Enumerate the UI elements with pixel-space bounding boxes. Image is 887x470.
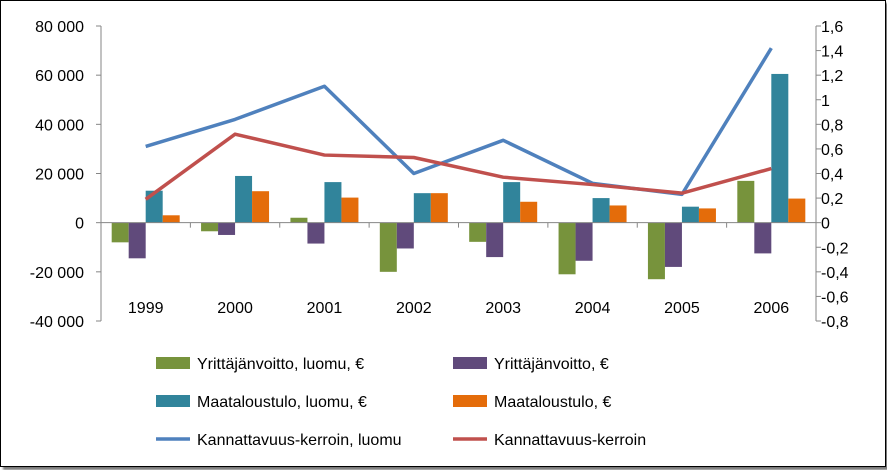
right-tick-label: 1 [821, 93, 830, 110]
right-tick-label: 1,4 [821, 44, 843, 61]
bar-1-1999 [111, 222, 129, 243]
category-label-2000: 2000 [217, 300, 253, 317]
bar-4-1999 [162, 215, 180, 223]
right-tick-label: -0,6 [821, 289, 849, 306]
left-tick-label: 20 000 [35, 167, 84, 184]
bar-2-2004 [575, 222, 593, 261]
right-tick-label: 0,2 [821, 191, 843, 208]
bar-3-2002 [413, 193, 431, 223]
bar-4-2000 [252, 191, 270, 223]
legend-swatch-3 [156, 395, 190, 407]
legend-label-6: Kannattavuus-kerroin [494, 432, 646, 449]
right-tick-label: -0,8 [821, 314, 849, 331]
right-tick-label: 0 [821, 216, 830, 233]
bar-1-2005 [647, 222, 665, 280]
bar-3-2005 [681, 206, 699, 223]
bar-3-2001 [324, 182, 342, 223]
bar-1-2004 [558, 222, 576, 275]
bar-4-2001 [341, 197, 359, 223]
right-tick-label: 1,6 [821, 19, 843, 36]
legend-label-2: Yrittäjänvoitto, € [494, 356, 609, 373]
left-tick-label: 80 000 [35, 19, 84, 36]
bar-3-2006 [771, 73, 789, 223]
bar-1-2006 [737, 180, 755, 223]
bar-3-1999 [145, 190, 163, 223]
legend-label-5: Kannattavuus-kerroin, luomu [197, 432, 402, 449]
legend-swatch-2 [453, 357, 487, 369]
left-tick-label: -40 000 [30, 314, 84, 331]
bar-4-2002 [430, 193, 448, 223]
bar-2-2000 [218, 222, 236, 235]
bar-3-2004 [592, 198, 610, 223]
bar-2-2003 [486, 222, 504, 258]
right-tick-label: 0,4 [821, 167, 843, 184]
right-tick-label: -0,4 [821, 265, 849, 282]
bar-4-2005 [698, 208, 716, 223]
legend-label-1: Yrittäjänvoitto, luomu, € [197, 356, 364, 373]
bar-1-2003 [469, 222, 487, 242]
right-tick-label: 1,2 [821, 68, 843, 85]
bar-1-2002 [379, 222, 397, 272]
bar-4-2006 [788, 198, 806, 223]
bar-1-2001 [290, 217, 308, 223]
legend-label-4: Maataloustulo, € [494, 394, 612, 411]
left-tick-label: 0 [75, 216, 84, 233]
bar-2-2005 [664, 222, 682, 267]
legend-swatch-1 [156, 357, 190, 369]
category-label-2006: 2006 [754, 300, 790, 317]
bar-2-2002 [396, 222, 414, 249]
legend-label-3: Maataloustulo, luomu, € [197, 394, 367, 411]
left-tick-label: -20 000 [30, 265, 84, 282]
category-label-2003: 2003 [485, 300, 521, 317]
bar-1-2000 [201, 222, 219, 232]
right-tick-label: 0,8 [821, 117, 843, 134]
bar-3-2000 [235, 175, 253, 223]
category-label-1999: 1999 [128, 300, 164, 317]
bar-2-1999 [128, 222, 146, 259]
bar-3-2003 [503, 182, 521, 223]
category-label-2004: 2004 [575, 300, 611, 317]
category-label-2002: 2002 [396, 300, 432, 317]
bar-2-2006 [754, 222, 772, 254]
category-label-2005: 2005 [664, 300, 700, 317]
bar-2-2001 [307, 222, 325, 244]
legend-swatch-4 [453, 395, 487, 407]
left-tick-label: 60 000 [35, 68, 84, 85]
right-tick-label: -0,2 [821, 240, 849, 257]
bar-4-2003 [520, 201, 538, 223]
bar-4-2004 [609, 205, 627, 223]
right-tick-label: 0,6 [821, 142, 843, 159]
line-series-2 [144, 132, 772, 201]
category-label-2001: 2001 [307, 300, 343, 317]
line-series-1 [145, 47, 773, 197]
left-tick-label: 40 000 [35, 117, 84, 134]
